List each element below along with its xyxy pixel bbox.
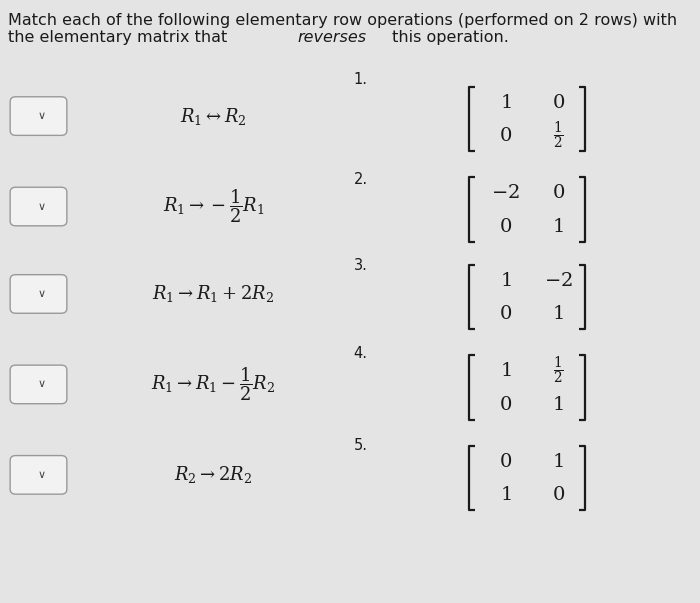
Text: 5.: 5. [354,438,368,453]
Text: the elementary matrix that: the elementary matrix that [8,30,233,45]
FancyBboxPatch shape [10,187,66,226]
FancyBboxPatch shape [10,275,66,314]
Text: ∨: ∨ [38,470,46,480]
Text: ∨: ∨ [38,111,46,121]
Text: $0$: $0$ [552,183,565,203]
Text: $0$: $0$ [552,93,565,112]
Text: reverses: reverses [298,30,367,45]
Text: $-2$: $-2$ [544,271,573,290]
Text: 2.: 2. [354,172,368,187]
Text: ∨: ∨ [38,201,46,212]
Text: $1$: $1$ [552,304,564,323]
Text: 1.: 1. [354,72,368,87]
Text: $1$: $1$ [552,216,564,236]
Text: $0$: $0$ [552,485,565,504]
Text: $1$: $1$ [552,394,564,414]
Text: $0$: $0$ [499,126,512,145]
Text: $\frac{1}{2}$: $\frac{1}{2}$ [553,355,564,387]
Text: $1$: $1$ [552,452,564,471]
Text: ∨: ∨ [38,289,46,299]
Text: $R_1 \rightarrow R_1 - \dfrac{1}{2}R_2$: $R_1 \rightarrow R_1 - \dfrac{1}{2}R_2$ [151,365,276,403]
Text: $1$: $1$ [500,361,512,380]
Text: this operation.: this operation. [387,30,509,45]
Text: $0$: $0$ [499,304,512,323]
Text: $\frac{1}{2}$: $\frac{1}{2}$ [553,119,564,152]
Text: $1$: $1$ [500,485,512,504]
Text: $0$: $0$ [499,452,512,471]
Text: $R_1 \leftrightarrow R_2$: $R_1 \leftrightarrow R_2$ [180,106,247,127]
Text: $R_1 \rightarrow R_1 + 2R_2$: $R_1 \rightarrow R_1 + 2R_2$ [153,283,274,305]
FancyBboxPatch shape [10,456,66,494]
Text: 3.: 3. [354,257,368,273]
Text: $1$: $1$ [500,93,512,112]
Text: $0$: $0$ [499,216,512,236]
FancyBboxPatch shape [10,365,66,404]
Text: $-2$: $-2$ [491,183,520,203]
Text: $1$: $1$ [500,271,512,290]
Text: $R_1 \rightarrow -\dfrac{1}{2}R_1$: $R_1 \rightarrow -\dfrac{1}{2}R_1$ [162,188,265,226]
Text: Match each of the following elementary row operations (performed on 2 rows) with: Match each of the following elementary r… [8,13,678,28]
Text: $0$: $0$ [499,394,512,414]
Text: 4.: 4. [354,346,368,361]
Text: ∨: ∨ [38,379,46,390]
FancyBboxPatch shape [10,97,66,136]
Text: $R_2 \rightarrow 2R_2$: $R_2 \rightarrow 2R_2$ [174,464,253,485]
